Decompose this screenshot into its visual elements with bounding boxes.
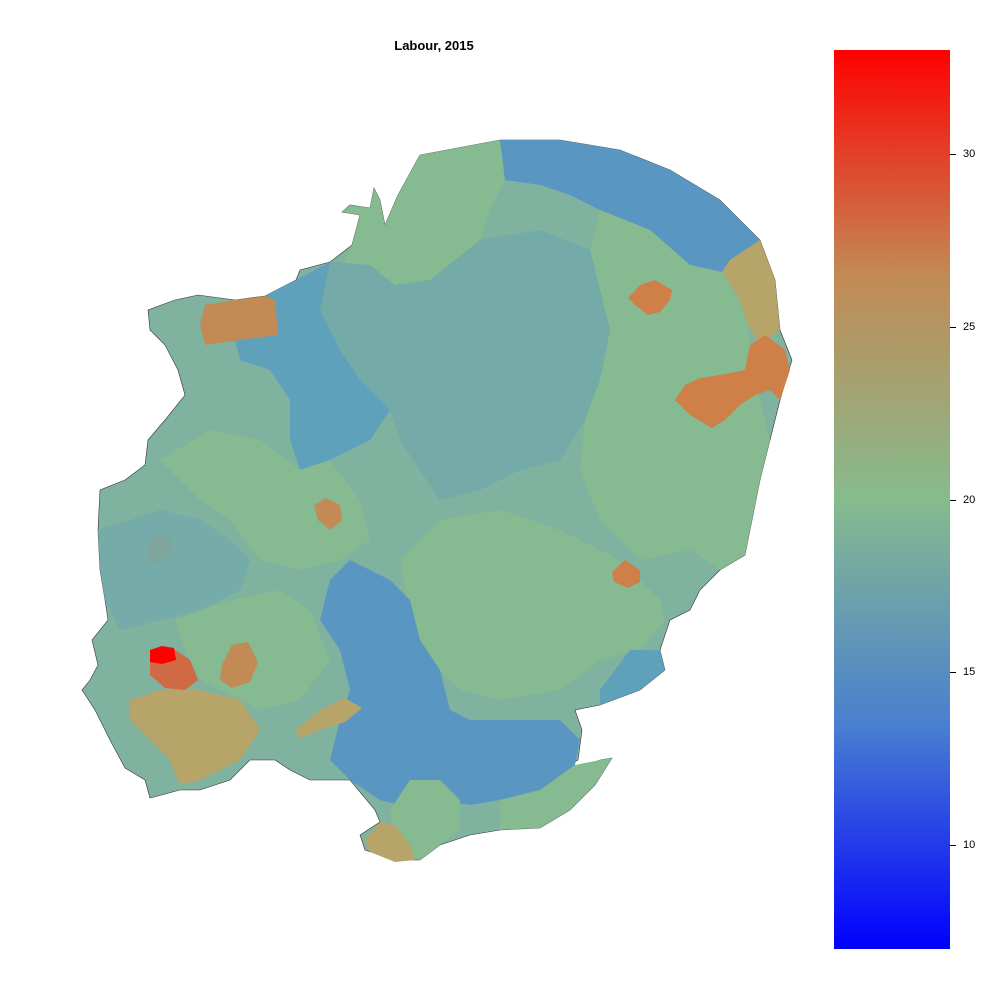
region-west-teal (98, 510, 250, 630)
region-central-teal (320, 230, 610, 500)
color-scale-legend (834, 50, 950, 949)
region-east-green (580, 210, 770, 570)
region-bottom-tan (365, 822, 415, 862)
region-north-green (340, 140, 505, 285)
region-east-tan (722, 240, 780, 345)
region-orange-sw (220, 642, 258, 688)
region-orange-east-small (612, 560, 640, 588)
region-west-green (160, 430, 370, 570)
legend-gradient (834, 50, 950, 949)
region-orange-ne (628, 280, 672, 315)
region-small-tan-south (295, 698, 362, 738)
region-north-blue (500, 140, 760, 272)
region-orange-coast (675, 335, 790, 428)
region-northwest-orange (200, 296, 278, 345)
page-title: Labour, 2015 (394, 38, 474, 53)
region-southwest-green (175, 590, 330, 710)
region-south-bottom-green (390, 780, 460, 860)
region-orange-central (314, 498, 342, 530)
region-south-green (500, 758, 612, 830)
region-red-hotspot (150, 646, 176, 664)
region-south-central-green (400, 510, 665, 700)
region-central-south-blue (320, 560, 580, 805)
region-southwest-tan (130, 690, 260, 785)
region-southeast-blue (600, 650, 665, 705)
